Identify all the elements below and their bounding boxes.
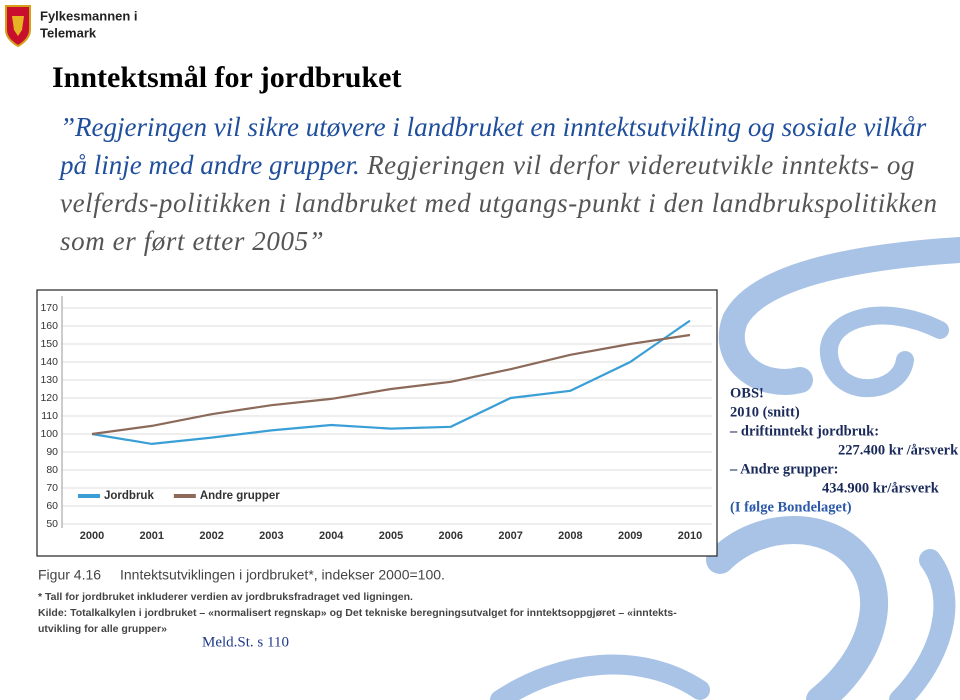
legend-label: Jordbruk xyxy=(104,490,154,502)
chart-frame xyxy=(36,289,718,557)
quote-highlight: ”Regjeringen vil sikre utøvere i landbru… xyxy=(60,112,927,180)
y-tick-label: 60 xyxy=(46,500,58,512)
y-tick-label: 130 xyxy=(40,374,58,386)
x-tick-label: 2006 xyxy=(439,530,463,542)
figure-note: utvikling for alle grupper» xyxy=(38,623,167,635)
x-tick-label: 2008 xyxy=(558,530,582,542)
legend-label: Andre grupper xyxy=(200,490,280,502)
y-tick-label: 70 xyxy=(46,482,58,494)
y-tick-label: 160 xyxy=(40,320,58,332)
note-line: 2010 (snitt) xyxy=(730,404,800,420)
x-tick-label: 2005 xyxy=(379,530,403,542)
data-line xyxy=(91,333,691,436)
note-line: 434.900 kr/årsverk xyxy=(822,480,940,496)
figure-label: Figur 4.16 xyxy=(38,567,101,583)
y-tick-label: 80 xyxy=(46,464,58,476)
figure-caption: Inntektsutviklingen i jordbruket*, indek… xyxy=(120,567,445,583)
x-tick-label: 2004 xyxy=(319,530,344,542)
x-tick-label: 2007 xyxy=(498,530,522,542)
y-tick-label: 110 xyxy=(41,410,58,422)
figure-note: Kilde: Totalkalkylen i jordbruket – «nor… xyxy=(38,607,677,619)
x-tick-label: 2003 xyxy=(259,530,283,542)
y-tick-label: 50 xyxy=(46,518,58,530)
source: Meld.St. s 110 xyxy=(202,634,289,650)
y-tick-label: 170 xyxy=(40,302,58,314)
x-tick-label: 2000 xyxy=(80,530,104,542)
org-name: Fylkesmannen i xyxy=(40,8,138,23)
logo xyxy=(5,5,31,48)
quote: ”Regjeringen vil sikre utøvere i landbru… xyxy=(60,108,940,260)
slide-title: Inntektsmål for jordbruket xyxy=(52,61,401,94)
org-name: Telemark xyxy=(40,25,97,40)
data-line xyxy=(91,319,691,446)
x-tick-label: 2001 xyxy=(140,530,164,542)
x-tick-label: 2010 xyxy=(678,530,702,542)
note-line: – Andre grupper: xyxy=(729,461,839,477)
obs-note: OBS! 2010 (snitt) – driftinntekt jordbru… xyxy=(729,385,959,515)
background-swirl xyxy=(490,237,960,700)
y-tick-label: 150 xyxy=(40,338,58,350)
note-line: – driftinntekt jordbruk: xyxy=(729,423,879,439)
note-line: (I følge Bondelaget) xyxy=(730,499,852,515)
note-line: OBS! xyxy=(730,385,764,401)
chart: 50 60 70 80 90 100 110 120 130 140 150 160 170 2000 20… xyxy=(40,296,712,542)
figure-note: * Tall for jordbruket inkluderer verdien… xyxy=(38,591,413,603)
y-tick-label: 140 xyxy=(40,356,58,368)
note-line: 227.400 kr /årsverk xyxy=(838,442,959,458)
y-tick-label: 100 xyxy=(40,428,58,440)
y-tick-label: 90 xyxy=(46,446,58,458)
y-tick-label: 120 xyxy=(40,392,58,404)
quote-text: Regjeringen vil derfor videreutvikle inn… xyxy=(60,150,938,256)
x-tick-label: 2002 xyxy=(199,530,223,542)
x-tick-label: 2009 xyxy=(618,530,642,542)
